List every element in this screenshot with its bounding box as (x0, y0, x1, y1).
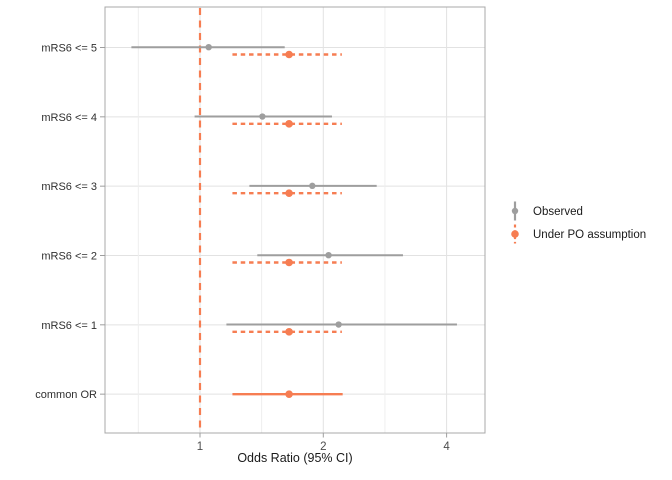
y-tick-label: mRS6 <= 4 (41, 112, 97, 124)
y-tick-label: mRS6 <= 5 (41, 43, 97, 55)
legend-label: Observed (533, 206, 583, 218)
y-tick-label: common OR (35, 389, 97, 401)
legend-key-point-observed (511, 207, 519, 215)
point-observed (309, 182, 316, 190)
point-po (285, 390, 293, 398)
point-observed (205, 44, 212, 51)
panel-border (104, 6, 486, 434)
point-po (285, 120, 293, 128)
point-po (285, 189, 293, 197)
x-tick-label: 4 (443, 441, 450, 453)
point-observed (325, 251, 332, 259)
x-axis-title: Odds Ratio (95% CI) (237, 451, 352, 465)
point-observed (335, 321, 342, 328)
legend-key-point-po (511, 230, 519, 238)
point-po (285, 328, 293, 336)
point-observed (259, 113, 266, 120)
point-po (285, 258, 293, 267)
x-tick-label: 1 (197, 441, 203, 453)
y-tick-label: mRS6 <= 1 (41, 320, 97, 332)
x-tick-label: 2 (320, 441, 326, 453)
legend-label: Under PO assumption (533, 229, 646, 241)
y-tick-label: mRS6 <= 2 (41, 250, 97, 262)
point-po (285, 50, 293, 59)
y-tick-label: mRS6 <= 3 (41, 181, 97, 193)
